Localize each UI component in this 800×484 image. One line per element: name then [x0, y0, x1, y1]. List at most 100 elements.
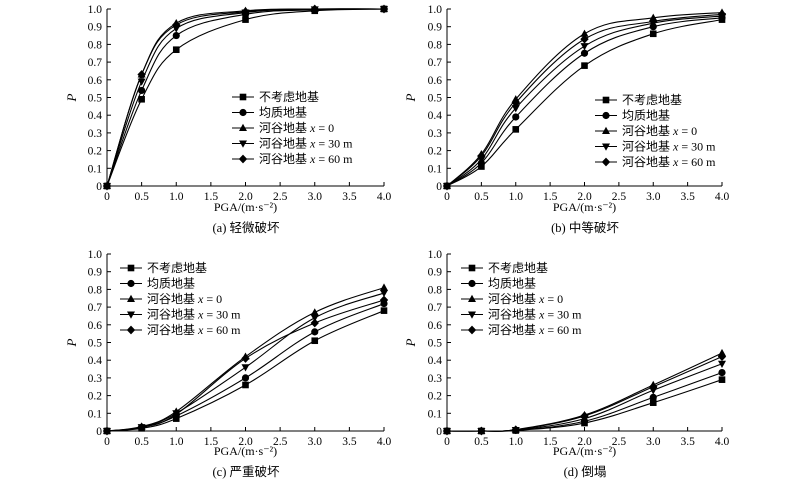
- x-tick-label: 3.0: [646, 436, 661, 448]
- data-point-marker: [649, 16, 658, 26]
- x-tick-label: 4.0: [715, 436, 730, 448]
- legend-marker: [602, 96, 610, 104]
- y-tick-label: 0: [436, 426, 442, 438]
- legend-label: 河谷地基 x = 30 m: [622, 140, 716, 154]
- data-point-marker: [718, 360, 726, 368]
- data-point-marker: [581, 62, 588, 69]
- y-tick-label: 0.9: [88, 22, 103, 34]
- legend-marker: [127, 264, 135, 272]
- legend-label: 河谷地基 x = 60 m: [622, 155, 716, 169]
- data-point-marker: [102, 181, 112, 191]
- x-tick-label: 4.0: [377, 436, 392, 448]
- y-tick-label: 1.0: [88, 4, 103, 16]
- chart-collapse: 0 0.5 1.0 1.5 2.0 2.5 3.0 3.5 4.0 0 0.1 0.2 0.3 0.4 0.…: [403, 249, 729, 479]
- data-point-marker: [649, 393, 657, 401]
- x-tick-label: 2.0: [577, 191, 592, 203]
- y-tick-label: 0.7: [428, 57, 443, 69]
- data-point-marker: [242, 381, 249, 389]
- data-point-marker: [379, 4, 389, 14]
- y-tick-label: 0.2: [428, 146, 443, 158]
- data-point-marker: [137, 422, 146, 432]
- y-tick-label: 0.1: [428, 163, 443, 175]
- y-tick-label: 0.7: [428, 302, 443, 314]
- x-tick-label: 0.5: [134, 436, 149, 448]
- data-point-marker: [580, 411, 589, 421]
- y-tick-label: 0.9: [88, 267, 103, 279]
- data-point-marker: [310, 318, 319, 328]
- legend-marker: [602, 126, 610, 134]
- x-tick-label: 4.0: [377, 191, 392, 203]
- x-tick-label: 0.5: [474, 191, 489, 203]
- data-point-marker: [649, 30, 657, 38]
- y-tick-label: 0.4: [88, 355, 103, 367]
- legend-label: 不考虑地基: [147, 261, 207, 275]
- data-point-marker: [379, 295, 389, 305]
- y-axis-label: P: [64, 338, 79, 347]
- legend-marker: [127, 279, 135, 288]
- x-tick-label: 1.5: [543, 191, 558, 203]
- legend-marker: [238, 154, 248, 164]
- data-point-marker: [311, 337, 319, 345]
- x-tick-label: 3.0: [308, 191, 323, 203]
- legend-label: 河谷地基 x = 60 m: [259, 152, 353, 166]
- x-tick-label: 1.5: [204, 436, 219, 448]
- y-tick-label: 0.2: [88, 146, 103, 158]
- legend-marker: [239, 140, 247, 148]
- x-tick-label: 2.5: [273, 191, 288, 203]
- data-point-marker: [511, 98, 520, 108]
- y-tick-label: 1.0: [88, 249, 103, 261]
- x-tick-label: 0: [104, 436, 110, 448]
- y-tick-label: 0.1: [88, 408, 103, 420]
- data-point-marker: [380, 289, 388, 298]
- data-point-marker: [580, 43, 589, 51]
- chart-moderate-damage: 0 0.5 1.0 1.5 2.0 2.5 3.0 3.5 4.0 0 0.1 0.2 0.3 0.4 0.…: [403, 4, 729, 235]
- data-point-marker: [310, 314, 319, 322]
- y-tick-label: 0.1: [88, 163, 103, 175]
- y-axis-label: P: [403, 93, 418, 102]
- data-point-marker: [717, 9, 727, 19]
- x-tick-label: 1.0: [169, 436, 184, 448]
- data-point-marker: [311, 328, 319, 336]
- y-tick-label: 0.9: [428, 22, 443, 34]
- y-tick-label: 0.6: [88, 320, 103, 332]
- data-point-marker: [241, 374, 250, 382]
- data-point-marker: [172, 409, 181, 419]
- y-axis-label: P: [403, 338, 418, 347]
- legend-label: 河谷地基 x = 30 m: [259, 137, 353, 151]
- y-tick-label: 0.7: [88, 302, 103, 314]
- panel-caption: (c) 严重破坏: [213, 464, 280, 479]
- y-tick-label: 0.7: [88, 57, 103, 69]
- legend-label: 均质地基: [488, 277, 536, 291]
- legend-label: 河谷地基 x = 0: [259, 121, 334, 135]
- legend-label: 均质地基: [259, 106, 307, 120]
- x-tick-label: 3.5: [680, 436, 695, 448]
- y-tick-label: 0.4: [88, 110, 103, 122]
- legend-label: 河谷地基 x = 0: [622, 124, 697, 138]
- data-point-marker: [511, 425, 520, 435]
- x-tick-label: 3.5: [342, 191, 357, 203]
- x-tick-label: 2.0: [238, 436, 253, 448]
- data-point-marker: [477, 426, 486, 436]
- y-tick-label: 0.8: [88, 39, 103, 51]
- data-point-marker: [717, 352, 727, 362]
- y-tick-label: 0.5: [88, 338, 103, 350]
- x-tick-label: 2.0: [577, 436, 592, 448]
- data-point-marker: [477, 151, 486, 161]
- legend-label: 河谷地基 x = 30 m: [488, 308, 582, 322]
- x-tick-label: 1.0: [169, 191, 184, 203]
- x-tick-label: 1.0: [509, 191, 524, 203]
- y-tick-label: 0: [436, 181, 442, 193]
- y-tick-label: 0.5: [428, 338, 443, 350]
- y-tick-label: 0.6: [428, 75, 443, 87]
- x-axis-label: PGA/(m·s⁻²): [553, 444, 616, 458]
- legend-marker: [602, 111, 610, 120]
- y-tick-label: 0.3: [88, 128, 103, 140]
- x-axis-label: PGA/(m·s⁻²): [214, 200, 277, 214]
- x-axis-label: PGA/(m·s⁻²): [553, 200, 616, 214]
- y-tick-label: 0.3: [88, 373, 103, 385]
- data-point-marker: [511, 105, 520, 113]
- panel-caption: (a) 轻微破坏: [213, 220, 280, 235]
- legend-marker: [468, 279, 476, 288]
- data-point-marker: [580, 34, 589, 44]
